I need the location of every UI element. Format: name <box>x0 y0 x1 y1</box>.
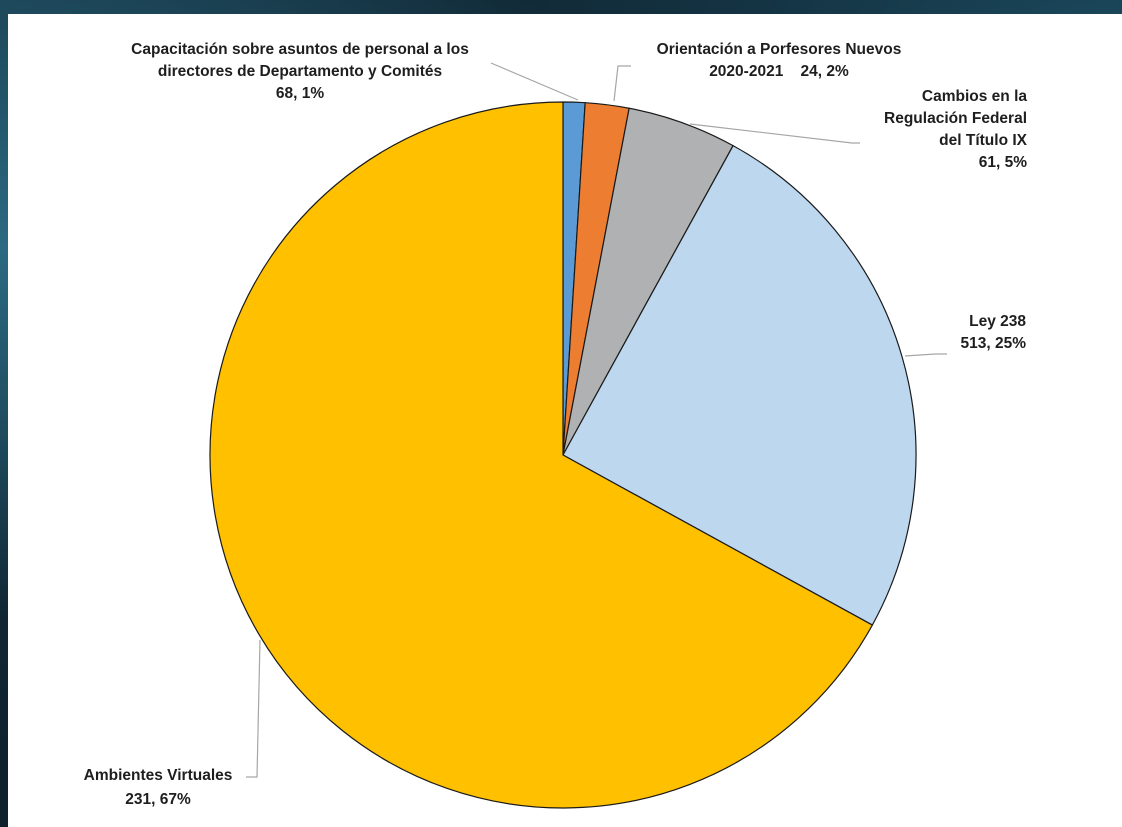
data-label-4-line-1: 231, 67% <box>125 791 191 808</box>
data-label-1-line-1: 2020-2021 24, 2% <box>709 63 849 80</box>
leader-line-3 <box>904 353 947 357</box>
data-label-2-line-0: Cambios en la <box>922 88 1027 105</box>
leader-lines <box>246 62 947 778</box>
leader-line-1 <box>613 65 631 102</box>
data-label-2-line-1: Regulación Federal <box>884 110 1027 127</box>
data-label-0-line-0: Capacitación sobre asuntos de personal a… <box>131 41 469 58</box>
data-label-0-line-1: directores de Departamento y Comités <box>158 63 442 80</box>
leader-line-2 <box>689 123 860 144</box>
data-label-2-line-3: 61, 5% <box>979 154 1027 171</box>
data-label-3-line-1: 513, 25% <box>961 335 1027 352</box>
data-label-4-line-0: Ambientes Virtuales <box>84 767 233 784</box>
data-label-1: Orientación a Porfesores Nuevos 2020-2021… <box>657 41 902 80</box>
data-label-4: Ambientes Virtuales 231, 67% <box>84 767 233 808</box>
data-label-1-line-0: Orientación a Porfesores Nuevos <box>657 41 902 58</box>
data-label-0: Capacitación sobre asuntos de personal a… <box>131 41 469 102</box>
pie-slices <box>209 101 917 809</box>
leader-line-0 <box>490 62 579 101</box>
data-label-3: Ley 238 513, 25% <box>961 313 1027 352</box>
pie-slice-4 <box>209 101 873 809</box>
leader-line-4 <box>246 639 261 778</box>
data-label-0-line-2: 68, 1% <box>276 85 324 102</box>
data-label-3-line-0: Ley 238 <box>969 313 1026 330</box>
data-labels: Capacitación sobre asuntos de personal a… <box>84 41 1028 808</box>
pie-slice-3 <box>562 145 917 626</box>
data-label-2-line-2: del Título IX <box>939 132 1027 149</box>
data-label-2: Cambios en la Regulación Federal del Títul… <box>884 88 1028 171</box>
